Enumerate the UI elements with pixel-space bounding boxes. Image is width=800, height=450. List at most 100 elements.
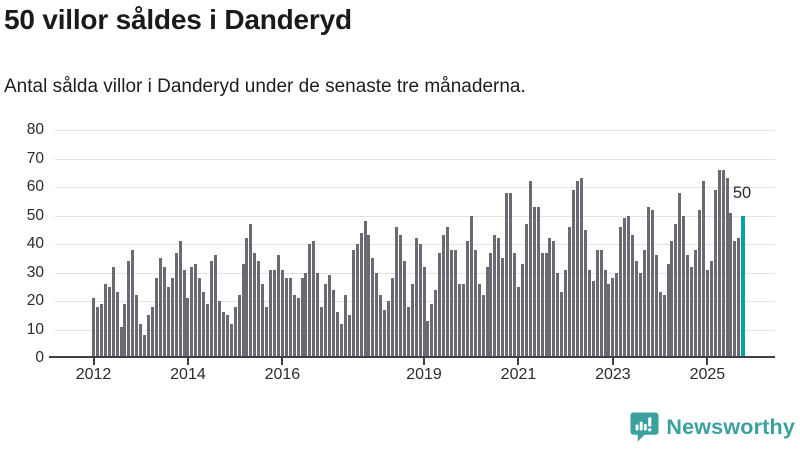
gridline	[55, 187, 775, 188]
bar	[273, 269, 276, 358]
bar	[202, 292, 206, 358]
bar	[638, 272, 642, 358]
bar	[607, 283, 611, 358]
bar	[450, 249, 454, 358]
bar	[446, 226, 450, 358]
gridline	[55, 130, 775, 131]
bar	[107, 286, 111, 358]
bar	[658, 292, 662, 358]
bar	[394, 226, 398, 358]
bar	[465, 241, 469, 358]
bar	[513, 252, 517, 358]
bar	[127, 261, 131, 358]
bar	[434, 289, 438, 358]
bar	[194, 263, 198, 358]
bar	[111, 266, 115, 358]
bar	[414, 238, 418, 358]
bar	[92, 298, 95, 358]
bar	[701, 181, 705, 358]
bar	[497, 238, 501, 358]
bar	[564, 269, 568, 358]
bar	[603, 269, 607, 358]
y-axis-label: 40	[26, 235, 44, 252]
bar	[308, 244, 312, 358]
gridline	[55, 158, 775, 160]
bar	[481, 295, 485, 358]
bar	[292, 295, 296, 358]
bar	[733, 241, 737, 358]
bar	[103, 283, 107, 358]
bar	[383, 309, 387, 358]
brand-name: Newsworthy	[666, 414, 795, 439]
bar	[579, 178, 583, 358]
page-title: 50 villor såldes i Danderyd	[4, 4, 352, 35]
bar	[627, 215, 631, 358]
bar	[587, 269, 591, 358]
bar	[477, 283, 481, 358]
bar	[705, 269, 709, 358]
x-axis-label: 2014	[170, 366, 206, 383]
x-axis-tick	[706, 358, 709, 365]
bar	[509, 192, 513, 358]
bar	[717, 169, 721, 358]
bar	[391, 278, 395, 358]
bar	[623, 218, 627, 358]
bar	[725, 178, 729, 358]
bar	[516, 286, 520, 358]
bar	[524, 224, 528, 358]
bar	[210, 261, 214, 358]
bar	[406, 306, 410, 358]
bar	[619, 226, 623, 358]
brand-footer: Newsworthy	[629, 409, 795, 445]
bar	[501, 258, 505, 358]
bar	[162, 266, 166, 358]
bar	[288, 278, 292, 358]
bar	[367, 235, 371, 358]
bar	[312, 241, 316, 358]
bar	[95, 306, 99, 358]
y-axis-label: 20	[26, 292, 44, 309]
bar	[536, 206, 540, 358]
bar	[678, 192, 682, 358]
bar	[154, 278, 158, 358]
bar	[713, 189, 717, 358]
bar	[123, 303, 127, 358]
bar	[473, 249, 477, 358]
bar	[190, 266, 194, 358]
bar	[280, 269, 284, 358]
bar	[178, 241, 182, 358]
bar	[454, 249, 458, 358]
bar	[131, 249, 135, 358]
bar	[686, 255, 690, 358]
bar	[674, 224, 678, 358]
bar	[320, 306, 324, 358]
bar	[363, 221, 367, 358]
bar	[355, 244, 359, 358]
y-axis-label: 30	[26, 263, 44, 281]
bar	[410, 283, 414, 358]
highlight-bar	[740, 215, 745, 358]
x-axis-tick	[517, 358, 520, 365]
bar	[646, 206, 650, 358]
bar	[253, 252, 257, 358]
bar	[493, 235, 497, 358]
bar	[611, 278, 615, 358]
bar	[387, 301, 391, 358]
bar	[99, 303, 103, 358]
bar	[276, 255, 280, 358]
bar	[631, 235, 635, 358]
y-axis-label: 50	[26, 206, 44, 224]
last-value-annotation: 50	[732, 184, 752, 202]
bar	[269, 269, 273, 358]
bar	[650, 209, 654, 358]
bar	[151, 306, 155, 358]
bar	[556, 272, 560, 358]
bar	[568, 226, 572, 358]
bar	[721, 169, 725, 358]
bar	[469, 215, 473, 358]
bar	[371, 258, 375, 358]
bar	[670, 241, 674, 358]
x-axis-label: 2025	[689, 366, 726, 383]
bar	[595, 249, 599, 358]
bar	[249, 224, 253, 358]
